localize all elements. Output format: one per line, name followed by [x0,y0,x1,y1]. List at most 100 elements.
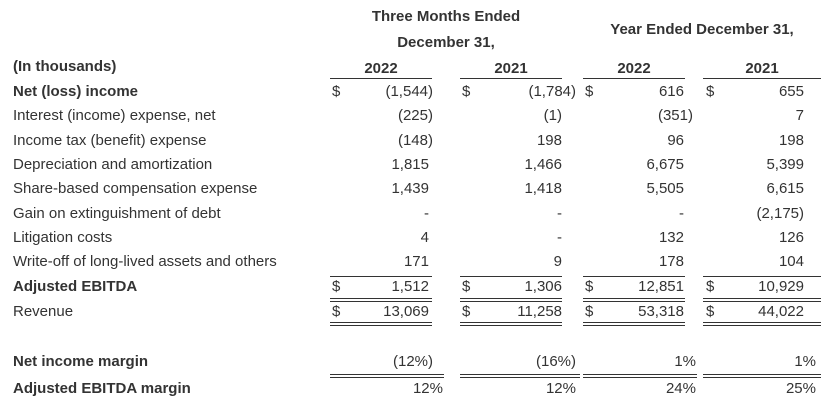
row-label: Adjusted EBITDA [13,278,138,295]
value-cell: 53,318 [638,303,684,320]
currency-symbol: $ [585,278,594,295]
row-label: Revenue [13,303,74,320]
row-label: Gain on extinguishment of debt [13,205,221,222]
value-cell: 132 [658,229,684,246]
double-rule [330,322,432,323]
value-cell: 11,258 [517,303,562,320]
units-label: (In thousands) [13,58,117,75]
value-cell: 655 [778,83,804,100]
row-label: Net income margin [13,353,149,370]
double-rule [330,374,444,375]
header-year-ended: Year Ended December 31, [610,21,794,38]
value-cell: 96 [667,132,684,149]
subtotal-rule [703,276,821,277]
double-rule [460,301,562,302]
double-rule [583,301,685,302]
currency-symbol: $ [585,303,594,320]
currency-symbol: $ [462,303,471,320]
double-rule [583,298,685,299]
value-cell: (1,544) [385,83,433,100]
value-cell: 1% [674,353,696,370]
currency-symbol: $ [332,83,341,100]
value-cell: 198 [778,132,804,149]
year-header-y-2021: 2021 [745,60,779,77]
value-cell: 12% [545,380,576,397]
value-cell: (1) [543,107,562,124]
row-label: Litigation costs [13,229,113,246]
value-cell: 12% [412,380,443,397]
value-cell: 44,022 [758,303,804,320]
value-cell: 1,466 [524,156,562,173]
subtotal-rule [330,276,432,277]
double-rule [703,374,821,375]
row-label: Adjusted EBITDA margin [13,380,191,397]
value-cell: 10,929 [758,278,804,295]
value-cell: - [679,205,684,222]
value-cell: 616 [658,83,684,100]
double-rule [703,325,821,326]
double-rule [330,298,432,299]
double-rule [460,322,562,323]
value-cell: 6,675 [646,156,684,173]
value-cell: - [557,205,562,222]
value-cell: 1,439 [391,180,429,197]
value-cell: 5,505 [646,180,684,197]
row-label: Income tax (benefit) expense [13,132,207,149]
value-cell: 25% [785,380,816,397]
value-cell: 1,815 [391,156,429,173]
row-label: Share-based compensation expense [13,180,258,197]
header-three-months-line1: Three Months Ended [371,8,521,25]
currency-symbol: $ [585,83,594,100]
year-header-q-2021: 2021 [494,60,528,77]
year-header-y-2022: 2022 [617,60,651,77]
currency-symbol: $ [332,303,341,320]
double-rule [330,325,432,326]
header-three-months-line2: December 31, [397,34,495,51]
value-cell: 1,418 [524,180,562,197]
double-rule [583,377,697,378]
row-label: Write-off of long-lived assets and other… [13,253,277,270]
value-cell: 5,399 [766,156,804,173]
value-cell: 126 [778,229,804,246]
value-cell: 7 [795,107,804,124]
double-rule [583,325,685,326]
currency-symbol: $ [462,278,471,295]
value-cell: 4 [420,229,429,246]
value-cell: 198 [536,132,562,149]
value-cell: 1,306 [524,278,562,295]
value-cell: - [557,229,562,246]
header-rule [330,78,432,79]
value-cell: 104 [778,253,804,270]
value-cell: (12%) [392,353,433,370]
currency-symbol: $ [462,83,471,100]
currency-symbol: $ [706,303,715,320]
double-rule [583,322,685,323]
value-cell: 6,615 [766,180,804,197]
value-cell: 1,512 [391,278,429,295]
value-cell: (148) [397,132,433,149]
value-cell: (351) [657,107,693,124]
currency-symbol: $ [706,278,715,295]
value-cell: 13,069 [383,303,429,320]
double-rule [703,377,821,378]
value-cell: 1% [794,353,816,370]
row-label: Interest (income) expense, net [13,107,216,124]
header-rule [703,78,821,79]
value-cell: 178 [658,253,684,270]
currency-symbol: $ [706,83,715,100]
value-cell: (1,784) [528,83,576,100]
double-rule [703,301,821,302]
value-cell: 9 [553,253,562,270]
value-cell: (16%) [535,353,576,370]
double-rule [703,322,821,323]
double-rule [703,298,821,299]
header-rule [460,78,562,79]
double-rule [330,301,432,302]
value-cell: 171 [403,253,429,270]
header-rule [583,78,685,79]
double-rule [583,374,697,375]
value-cell: (2,175) [756,205,804,222]
value-cell: (225) [397,107,433,124]
double-rule [330,377,444,378]
double-rule [460,325,562,326]
